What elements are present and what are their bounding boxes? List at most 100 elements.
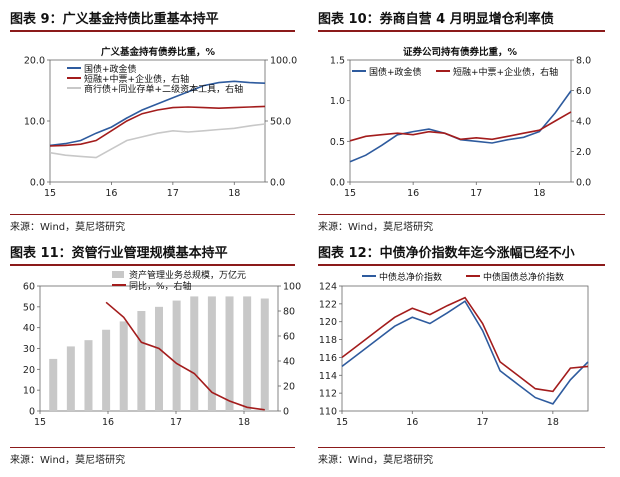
y2-tick-label: 20 (283, 382, 295, 393)
x-tick-label: 18 (228, 188, 240, 199)
bar (119, 321, 128, 411)
y-tick-label: 116 (319, 353, 337, 364)
legend-label: 国债+政金债 (84, 63, 137, 75)
panel-bond-index: 图表 12：中债净价指数年迄今涨幅已经不小 110 112 114 116 118 120… (318, 242, 610, 474)
title-rule (10, 30, 295, 32)
legend-label: 短融+中票+企业债，右轴 (84, 73, 189, 85)
y2-tick-label: 8.0 (576, 56, 591, 67)
y-tick-label: 0.0 (330, 178, 345, 189)
x-tick-label: 16 (407, 188, 419, 199)
plot-frame (341, 285, 589, 412)
y2-tick-label: 60 (283, 332, 295, 343)
y-tick-label: 20.0 (24, 56, 45, 67)
series-line (341, 296, 589, 393)
x-tick-label: 15 (336, 417, 348, 428)
x-tick-label: 16 (102, 417, 114, 428)
x-tick-label: 15 (34, 417, 46, 428)
plot-frame (349, 59, 572, 183)
y-tick-label: 10.0 (24, 117, 45, 128)
source-note: 来源：Wind，莫尼塔研究 (10, 222, 126, 233)
chart-title: 证券公司持有债券比重，% (403, 46, 518, 58)
y2-tick-label: 100 (283, 282, 301, 293)
panel-title: 图表 9：广义基金持债比重基本持平 (10, 12, 219, 27)
y2-tick-label: 100.0 (270, 56, 297, 67)
y2-tick-label: 2.0 (576, 147, 591, 158)
series-line (349, 90, 572, 163)
chart-title: 广义基金持有债券比重，% (101, 46, 216, 58)
series-line (349, 111, 572, 142)
y2-tick-label: 0.0 (270, 178, 285, 189)
panel-asset-management: 图表 11：资管行业管理规模基本持平 0 10 20 30 40 50 60 0 20 40 60 8… (10, 242, 302, 474)
broker-holdings-chart: 0.0 0.5 1.0 1.5 0.0 2.0 4.0 6.0 8.0 15 16 17 18 证券公司持… (330, 46, 591, 199)
bond-index-chart: 110 112 114 116 118 120 122 124 15 16 17 18 中债总净价指数 中… (319, 271, 589, 428)
x-tick-label: 17 (477, 417, 489, 428)
y-tick-label: 112 (319, 389, 337, 400)
source-note: 来源：Wind，莫尼塔研究 (318, 455, 434, 466)
title-rule (318, 30, 605, 32)
source-note: 来源：Wind，莫尼塔研究 (318, 222, 434, 233)
y-tick-label: 20 (23, 365, 35, 376)
bar (66, 346, 75, 411)
y-tick-label: 50 (23, 302, 35, 313)
legend-label-swatch (112, 271, 124, 278)
x-tick-label: 18 (533, 188, 545, 199)
source-rule (10, 447, 295, 448)
x-tick-label: 16 (406, 417, 418, 428)
bar (172, 300, 181, 411)
panel-title: 图表 12：中债净价指数年迄今涨幅已经不小 (318, 246, 575, 261)
bar (49, 358, 58, 411)
y2-tick-label: 50.0 (270, 117, 291, 128)
y-tick-label: 0.5 (330, 137, 345, 148)
source-note: 来源：Wind，莫尼塔研究 (10, 455, 126, 466)
y2-tick-label: 0.0 (576, 178, 591, 189)
y-tick-label: 10 (23, 386, 35, 397)
y-tick-label: 120 (319, 317, 337, 328)
series-line (49, 123, 266, 159)
legend-label: 中债国债总净价指数 (483, 271, 564, 283)
bar (225, 296, 234, 411)
bar (207, 296, 216, 411)
y-tick-label: 30 (23, 344, 35, 355)
y2-tick-label: 4.0 (576, 117, 591, 128)
legend-label: 同比，%，右轴 (129, 280, 192, 292)
panel-broker-holdings: 图表 10：券商自营 4 月明显增仓利率债 0.0 0.5 1.0 1.5 0.0 2.0… (318, 8, 610, 240)
y2-tick-label: 6.0 (576, 86, 591, 97)
x-tick-label: 15 (44, 188, 56, 199)
x-tick-label: 15 (344, 188, 356, 199)
bar (260, 298, 269, 411)
bar (102, 329, 111, 411)
panel-title: 图表 10：券商自营 4 月明显增仓利率债 (318, 12, 554, 27)
title-rule (318, 264, 605, 266)
asset-management-chart: 0 10 20 30 40 50 60 0 20 40 60 80 100 15 16 17 18 资产管理业务总… (23, 269, 301, 428)
bar (84, 340, 93, 411)
legend-label: 商行债+同业存单+二级资本工具，右轴 (84, 83, 243, 95)
bar (243, 296, 252, 411)
y2-tick-label: 40 (283, 357, 295, 368)
x-tick-label: 18 (238, 417, 250, 428)
y-tick-label: 1.0 (330, 96, 345, 107)
y-tick-label: 118 (319, 335, 337, 346)
source-rule (10, 214, 295, 215)
panel-fund-holdings: 图表 9：广义基金持债比重基本持平 0.0 10.0 20.0 0.0 50.0 100.… (10, 8, 302, 240)
legend-label: 资产管理业务总规模，万亿元 (129, 269, 246, 281)
legend-label: 短融+中票+企业债，右轴 (453, 66, 558, 78)
source-rule (318, 214, 605, 215)
title-rule (10, 264, 295, 266)
x-tick-label: 16 (105, 188, 117, 199)
y-tick-label: 60 (23, 282, 35, 293)
legend-label: 国债+政金债 (369, 66, 422, 78)
x-tick-label: 17 (167, 188, 179, 199)
x-tick-label: 17 (470, 188, 482, 199)
bar (190, 296, 199, 411)
y-tick-label: 124 (319, 282, 337, 293)
bar (137, 311, 146, 411)
y-tick-label: 110 (319, 407, 337, 418)
source-rule (318, 447, 605, 448)
y2-tick-label: 0 (283, 407, 289, 418)
series-line (49, 80, 266, 147)
y2-tick-label: 80 (283, 307, 295, 318)
bar (155, 306, 163, 411)
y-tick-label: 0 (29, 407, 35, 418)
series-line (105, 301, 265, 411)
y-tick-label: 114 (319, 371, 337, 382)
